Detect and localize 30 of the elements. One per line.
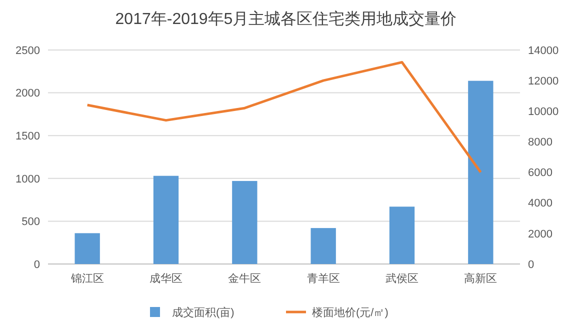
chart-title: 2017年-2019年5月主城各区住宅类用地成交量价 [115,10,457,28]
bar [74,233,100,264]
y-tick-label: 1500 [16,130,40,142]
y2-tick-label: 12000 [528,75,559,88]
y-tick-label: 500 [22,216,40,228]
legend-label: 楼面地价(元/㎡) [312,306,388,319]
y-tick-label: 2000 [16,88,40,100]
legend-label: 成交面积(亩) [172,306,234,319]
y2-tick-label: 8000 [528,136,552,149]
y2-tick-label: 2000 [528,228,552,240]
x-tick-label: 武侯区 [386,272,418,285]
bar [310,228,336,264]
y-tick-label: 1000 [16,173,40,186]
y2-tick-label: 14000 [528,44,559,57]
bar [468,80,494,264]
x-tick-label: 高新区 [464,272,498,285]
y2-tick-label: 10000 [528,106,559,118]
y2-tick-label: 6000 [528,167,552,180]
bar [389,206,415,264]
y-tick-label: 0 [34,258,40,271]
y2-tick-label: 0 [528,258,534,271]
x-tick-label: 青羊区 [306,272,340,285]
y2-tick-label: 4000 [528,198,552,210]
x-tick-label: 金牛区 [228,272,262,285]
x-tick-label: 锦江区 [70,273,104,285]
x-tick-label: 成华区 [150,272,182,285]
line-series [86,60,482,174]
bar [232,180,258,264]
bar [153,176,179,264]
y-tick-label: 2500 [16,44,40,57]
